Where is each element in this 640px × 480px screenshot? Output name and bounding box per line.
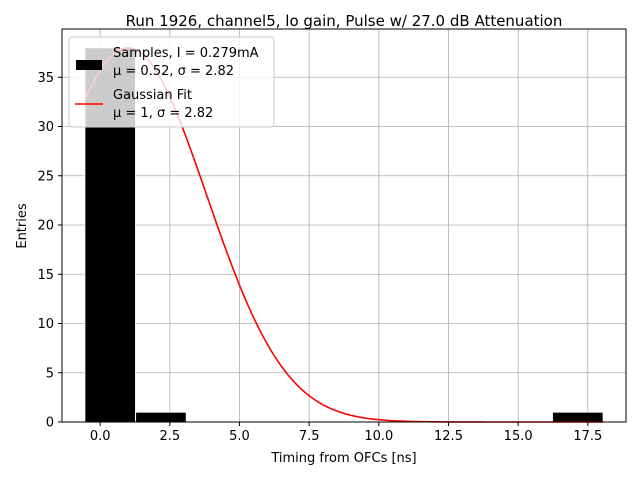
legend-histogram-swatch — [76, 60, 102, 70]
legend-fit-label: Gaussian Fit — [113, 88, 192, 103]
y-tick-label-2: 10 — [37, 317, 54, 332]
y-tick-label-5: 25 — [37, 169, 54, 184]
legend-histogram-stats: μ = 0.52, σ = 2.82 — [113, 64, 234, 79]
legend-box — [68, 36, 275, 128]
x-tick-label-4: 10.0 — [364, 429, 393, 444]
x-tick-label-1: 2.5 — [159, 429, 180, 444]
histogram-bar-2 — [551, 411, 604, 423]
x-tick-label-5: 12.5 — [434, 429, 463, 444]
y-axis-label: Entries — [15, 203, 30, 249]
x-tick-label-0: 0.0 — [90, 429, 111, 444]
y-tick-label-6: 30 — [37, 120, 54, 135]
legend-histogram-label: Samples, I = 0.279mA — [113, 46, 259, 61]
x-axis-label: Timing from OFCs [ns] — [270, 451, 416, 466]
x-tick-label-2: 5.0 — [229, 429, 250, 444]
y-axis-ticks: 0 5 10 15 20 25 30 35 — [37, 71, 62, 431]
legend: Samples, I = 0.279mA μ = 0.52, σ = 2.82 … — [68, 36, 275, 128]
y-tick-label-0: 0 — [46, 416, 54, 431]
histogram-bar-1 — [135, 411, 187, 423]
x-axis-ticks: 0.0 2.5 5.0 7.5 10.0 12.5 15.0 17.5 — [90, 422, 602, 444]
chart-title: Run 1926, channel5, lo gain, Pulse w/ 27… — [126, 12, 563, 30]
x-tick-label-3: 7.5 — [299, 429, 320, 444]
y-tick-label-3: 15 — [37, 268, 54, 283]
y-tick-label-7: 35 — [37, 71, 54, 86]
y-tick-label-1: 5 — [46, 366, 54, 381]
legend-fit-stats: μ = 1, σ = 2.82 — [113, 106, 213, 121]
y-tick-label-4: 20 — [37, 219, 54, 234]
x-tick-label-6: 15.0 — [504, 429, 533, 444]
x-tick-label-7: 17.5 — [573, 429, 602, 444]
